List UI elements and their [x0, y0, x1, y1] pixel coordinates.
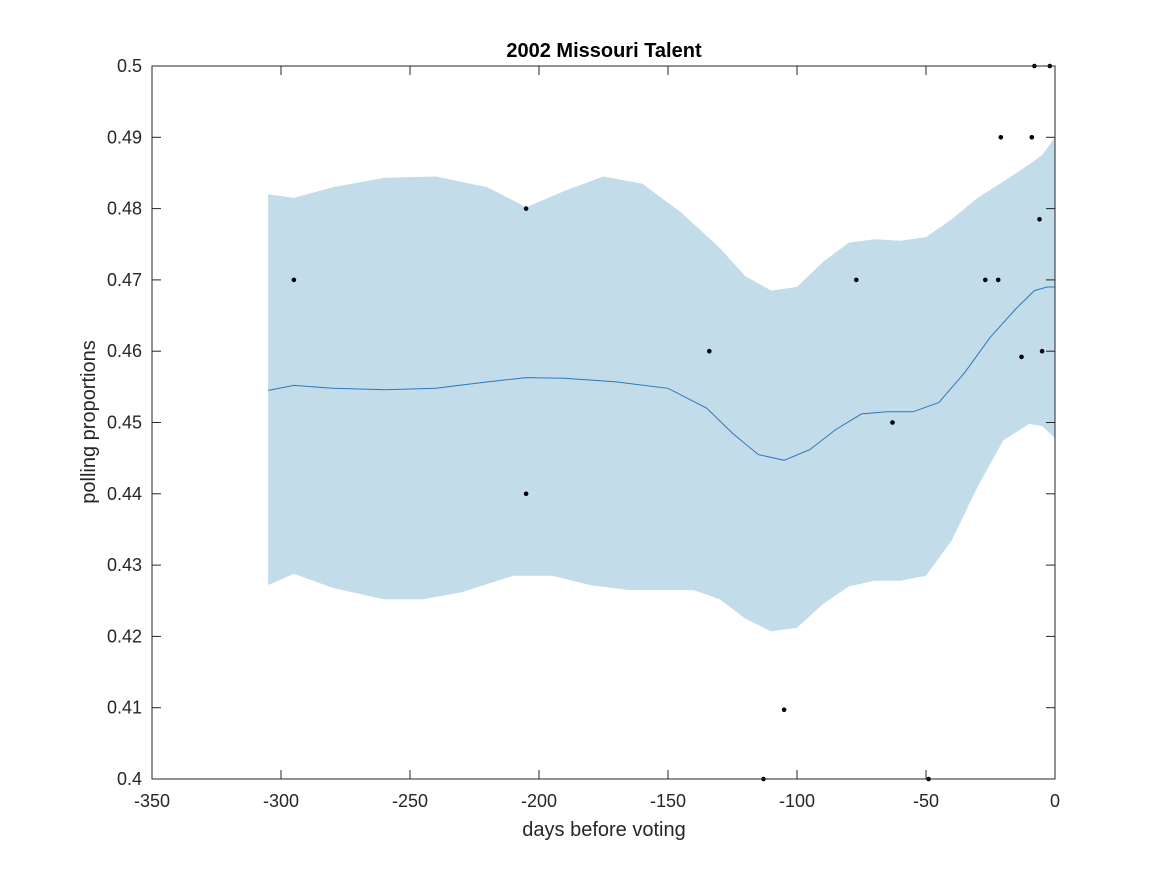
data-point-6 — [854, 277, 859, 283]
data-point-12 — [1019, 354, 1024, 360]
y-axis-ticks: 0.4 0.41 0.42 0.43 0.44 0.45 0.46 0.47 0.48 0.49 0… — [107, 56, 1055, 789]
plot-area — [268, 63, 1056, 782]
x-tick-label-4: -150 — [650, 791, 686, 811]
y-tick-label-5: 0.45 — [107, 413, 142, 433]
data-point-10 — [995, 277, 1001, 283]
y-tick-label-1: 0.41 — [107, 698, 142, 718]
x-axis-label: days before voting — [522, 819, 685, 841]
x-tick-label-3: -200 — [521, 791, 557, 811]
data-point-15 — [1037, 217, 1042, 222]
data-point-9 — [983, 277, 988, 283]
data-point-3 — [707, 348, 712, 354]
data-point-11 — [998, 135, 1004, 140]
y-tick-label-0: 0.4 — [117, 769, 142, 789]
confidence-band — [268, 137, 1056, 632]
y-tick-label-8: 0.48 — [107, 199, 142, 219]
data-point-1 — [523, 206, 529, 211]
data-point-7 — [890, 420, 895, 425]
y-tick-label-3: 0.43 — [107, 555, 142, 575]
data-point-16 — [1039, 348, 1045, 354]
x-tick-label-5: -100 — [779, 791, 815, 811]
data-point-0 — [291, 277, 297, 283]
data-point-13 — [1029, 135, 1035, 140]
y-tick-label-2: 0.42 — [107, 626, 142, 646]
y-tick-label-7: 0.47 — [107, 270, 142, 290]
y-tick-label-4: 0.44 — [107, 484, 142, 504]
data-point-2 — [523, 491, 529, 497]
x-axis-ticks: -350 -300 -250 -200 -150 -100 -50 0 — [134, 66, 1060, 811]
chart-title: 2002 Missouri Talent — [506, 40, 702, 62]
y-tick-label-9: 0.49 — [107, 127, 142, 147]
y-axis-label: polling proportions — [78, 340, 100, 503]
x-tick-label-7: 0 — [1050, 791, 1060, 811]
data-point-5 — [781, 707, 787, 713]
x-tick-label-0: -350 — [134, 791, 170, 811]
x-tick-label-1: -300 — [263, 791, 299, 811]
mean-line — [268, 286, 1055, 461]
y-tick-label-10: 0.5 — [117, 56, 142, 76]
y-tick-label-6: 0.46 — [107, 341, 142, 361]
x-tick-label-6: -50 — [913, 791, 939, 811]
x-tick-label-2: -250 — [392, 791, 428, 811]
